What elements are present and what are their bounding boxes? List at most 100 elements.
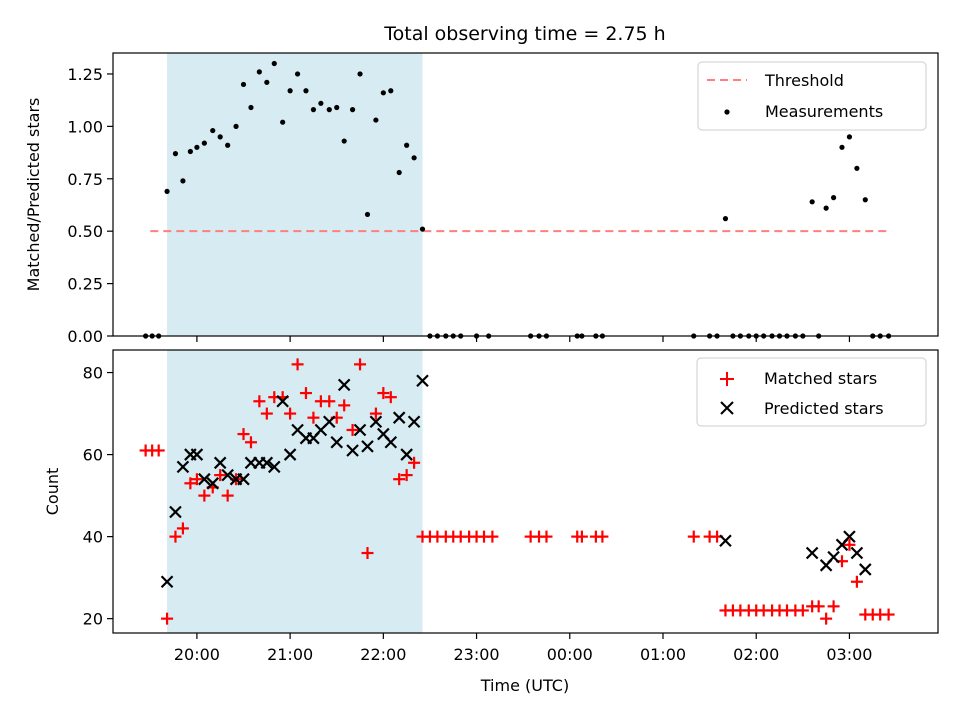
measurement-point [419, 226, 426, 232]
measurement-point [287, 88, 293, 94]
predicted-star-point [276, 394, 289, 408]
predicted-star-point [213, 456, 227, 470]
matched-star-point [244, 436, 257, 449]
measurement-point [280, 119, 286, 125]
matched-star-point [299, 387, 312, 400]
matched-star-point [184, 477, 197, 490]
predicted-star-point [859, 563, 872, 576]
legend-matched-label: Matched stars [764, 369, 877, 388]
measurement-point [722, 216, 729, 222]
predicted-star-point [176, 460, 190, 474]
matched-star-point [323, 395, 336, 408]
predicted-star-point [169, 505, 182, 519]
measurement-point [396, 169, 402, 176]
matched-star-point [575, 530, 588, 543]
top-panel: Total observing time = 2.75 h 0.000.250.… [24, 23, 939, 346]
measurement-point [862, 197, 868, 203]
measurement-point [217, 134, 223, 140]
bottom-ytick-label: 20 [83, 610, 103, 629]
measurement-point [380, 90, 386, 96]
predicted-star-point [190, 448, 204, 461]
matched-star-point [812, 600, 825, 613]
matched-star-point [400, 469, 413, 482]
top-ytick-label: 0.00 [67, 327, 103, 346]
predicted-star-point [198, 472, 211, 486]
measurement-point [388, 88, 394, 94]
predicted-star-point [843, 530, 856, 543]
matched-star-point [260, 407, 273, 420]
measurement-point [373, 117, 379, 123]
matched-star-point [307, 411, 320, 424]
matched-star-point [384, 391, 397, 404]
measurement-point [233, 123, 239, 129]
legend-predicted-swatch [720, 401, 734, 415]
matched-star-point [237, 428, 250, 441]
predicted-star-point [206, 477, 220, 490]
measurement-point [326, 107, 332, 113]
bottom-ytick-label: 60 [83, 446, 103, 465]
predicted-star-point [337, 378, 351, 392]
top-ytick-label: 1.25 [67, 65, 103, 84]
matched-star-point [843, 538, 856, 551]
measurement-point [349, 107, 356, 113]
bottom-xtick-label: 23:00 [454, 645, 500, 664]
top-ytick-label: 0.25 [67, 275, 103, 294]
matched-star-point [393, 473, 406, 486]
predicted-star-point [719, 534, 732, 547]
matched-star-point [291, 358, 304, 371]
matched-star-point [169, 530, 182, 543]
matched-star-point [796, 604, 809, 617]
measurement-point [264, 79, 270, 85]
top-y-axis-label: Matched/Predicted stars [24, 98, 43, 292]
matched-star-point [540, 530, 553, 543]
predicted-star-point [330, 436, 344, 449]
matched-star-point [284, 407, 297, 420]
predicted-star-point [400, 448, 413, 461]
matched-star-point [161, 612, 174, 625]
predicted-star-point [346, 444, 359, 457]
bottom-xtick-label: 01:00 [640, 645, 686, 664]
predicted-star-point [160, 575, 174, 589]
bottom-xtick-label: 03:00 [826, 645, 872, 664]
matched-star-point [486, 530, 499, 543]
measurement-point [271, 60, 277, 67]
measurement-point [854, 165, 860, 171]
predicted-star-point [267, 460, 281, 474]
measurement-point [164, 188, 170, 194]
predicted-star-point [221, 468, 234, 482]
bottom-ytick-label: 40 [83, 528, 103, 547]
matched-star-point [176, 522, 189, 535]
bottom-xtick-label: 20:00 [174, 645, 220, 664]
bottom-panel: 20 40 60 80 20:00 21:00 22:00 23:00 00:00 01:00 0… [43, 349, 939, 695]
bottom-xtick-label: 00:00 [547, 645, 593, 664]
matched-star-point [820, 612, 833, 625]
measurement-point [210, 127, 216, 134]
matched-star-point [408, 456, 421, 469]
predicted-star-point [369, 415, 383, 429]
measurement-point [318, 100, 324, 106]
predicted-star-point [237, 472, 250, 486]
predicted-star-point [805, 546, 819, 560]
predicted-star-point [260, 456, 274, 470]
legend-matched-swatch [720, 372, 734, 386]
predicted-star-point [827, 550, 840, 564]
matched-star-point [221, 489, 234, 502]
measurement-point [172, 151, 179, 157]
matched-star-point [687, 530, 700, 543]
bottom-axes-frame [112, 349, 939, 634]
measurement-point [248, 104, 254, 111]
measurement-point [839, 144, 845, 150]
matched-star-point [882, 608, 895, 621]
predicted-star-point [392, 411, 406, 424]
measurement-point [201, 140, 207, 146]
measurement-point [334, 104, 340, 111]
matched-star-point [346, 423, 359, 436]
x-axis-label: Time (UTC) [480, 676, 569, 695]
predicted-star-point [353, 423, 367, 437]
matched-star-point [596, 530, 609, 543]
predicted-star-point [283, 448, 297, 461]
predicted-star-point [361, 440, 374, 453]
measurement-point [303, 88, 309, 94]
measurement-point [823, 205, 829, 211]
